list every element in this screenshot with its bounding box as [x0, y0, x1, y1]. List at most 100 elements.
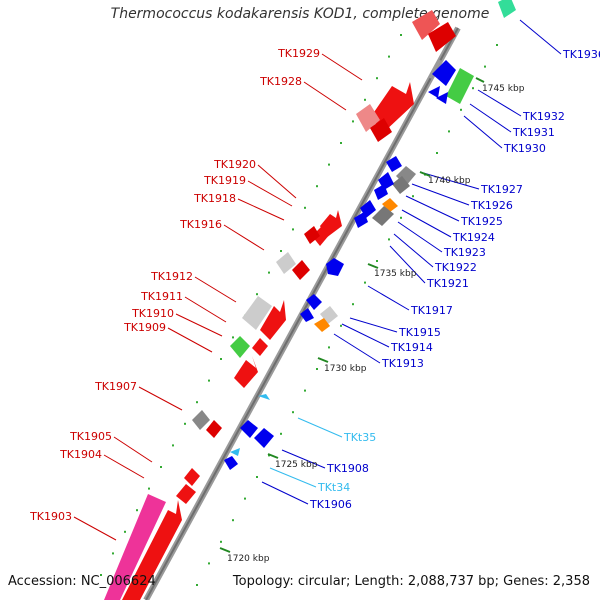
- kbp-label-4: 1725 kbp: [275, 460, 318, 470]
- topology-text: Topology: circular; Length: 2,088,737 bp…: [232, 574, 590, 589]
- gene-TKt35: [258, 394, 270, 400]
- gene-TK1928-red: [370, 118, 392, 142]
- leader-TK1921: [389, 245, 426, 284]
- leader-TK1925: [405, 195, 460, 222]
- label-TK1912: TK1912: [150, 270, 193, 283]
- kbp-tick-1: [419, 171, 431, 177]
- leader-TK1903: [73, 516, 117, 541]
- leader-TK1914: [341, 323, 390, 348]
- dot: [448, 130, 450, 133]
- leader-TK1922: [393, 233, 434, 268]
- gene-labels: TK1929 TK1928 TK1920 TK1919 TK1918 TK1916 TK19…: [29, 47, 600, 523]
- dot: [172, 444, 174, 447]
- label-TK1909: TK1909: [123, 321, 166, 334]
- dot: [292, 411, 294, 414]
- gene-TK1909: [234, 356, 258, 388]
- gene-TK1908-a: [240, 420, 258, 438]
- label-TK1911: TK1911: [140, 290, 183, 303]
- gene-TK1907-red: [206, 420, 222, 438]
- label-TK1936: TK1936: [562, 48, 600, 61]
- label-TK1915: TK1915: [398, 326, 441, 339]
- leader-TKt34: [269, 467, 317, 488]
- kbp-label-3: 1730 kbp: [324, 364, 367, 374]
- dot: [316, 368, 318, 370]
- dot: [268, 271, 270, 274]
- gene-TKt34: [230, 448, 240, 456]
- gene-TK1918: [304, 226, 320, 244]
- leader-TK1923: [397, 221, 443, 253]
- dot: [376, 260, 378, 262]
- gene-TK1931: [428, 86, 440, 98]
- label-TK1930: TK1930: [503, 142, 546, 155]
- leader-TK1928: [303, 81, 347, 111]
- leader-TK1917: [367, 285, 410, 311]
- dot: [208, 379, 210, 382]
- gene-TK1910-red: [252, 338, 268, 356]
- leader-TK1913: [333, 333, 381, 364]
- leader-TK1918: [237, 198, 285, 221]
- dot: [304, 389, 306, 392]
- label-TK1917: TK1917: [410, 304, 453, 317]
- dot: [436, 152, 438, 154]
- leader-TK1916: [223, 224, 265, 251]
- dot: [484, 65, 486, 68]
- gene-TK1904: [184, 468, 200, 486]
- kbp-tick-5: [219, 547, 231, 553]
- gene-TK1915-blue: [306, 294, 322, 310]
- kbp-label-5: 1720 kbp: [227, 554, 270, 564]
- kbp-tick-3: [317, 357, 329, 363]
- dot: [328, 163, 330, 166]
- label-TK1924: TK1924: [452, 231, 495, 244]
- accession-text: Accession: NC_006624: [8, 574, 156, 589]
- dot: [304, 206, 306, 209]
- gene-TK1916-red: [292, 260, 310, 280]
- dot: [364, 98, 366, 101]
- dot: [232, 336, 234, 339]
- gene-TK1912: [242, 296, 272, 330]
- label-TK1922: TK1922: [434, 261, 477, 274]
- gene-TK1917: [326, 258, 344, 276]
- dot: [208, 562, 210, 565]
- label-TK1906: TK1906: [309, 498, 352, 511]
- leader-TK1906: [261, 481, 309, 505]
- dot: [112, 552, 114, 555]
- label-TK1927: TK1927: [480, 183, 523, 196]
- leader-TK1910: [175, 313, 223, 337]
- dot: [388, 238, 390, 241]
- dot: [100, 574, 102, 576]
- label-TK1929: TK1929: [277, 47, 320, 60]
- gene-TK1905: [176, 484, 196, 504]
- gene-TK1928-pink: [356, 104, 380, 132]
- dot: [256, 476, 258, 478]
- dot: [280, 432, 282, 435]
- label-TK1926: TK1926: [470, 199, 513, 212]
- gene-TK1936: [498, 0, 516, 18]
- leader-TK1929: [321, 53, 363, 81]
- gene-TK1927-blue: [386, 156, 402, 172]
- label-TK1919: TK1919: [203, 174, 246, 187]
- leader-TK1930: [463, 115, 503, 149]
- gene-TK1906: [224, 456, 238, 470]
- kbp-tick-2: [367, 263, 379, 269]
- label-TK1914: TK1914: [390, 341, 433, 354]
- label-TK1904: TK1904: [59, 448, 102, 461]
- dot: [160, 466, 162, 468]
- kbp-tick-4: [267, 453, 279, 459]
- leader-TK1920: [257, 164, 297, 199]
- gene-TK1907-grey: [192, 410, 210, 430]
- leader-TK1904: [103, 454, 145, 479]
- dot: [400, 34, 402, 36]
- gene-TK1923-grey: [372, 206, 394, 226]
- leader-TK1919: [247, 180, 293, 207]
- label-TKt35: TKt35: [343, 431, 376, 444]
- dot: [340, 324, 342, 327]
- dot: [352, 120, 354, 123]
- dot: [280, 250, 282, 252]
- dot: [472, 87, 474, 90]
- gene-TK1925-blue: [374, 184, 388, 200]
- label-TK1931: TK1931: [512, 126, 555, 139]
- dot: [340, 142, 342, 144]
- kbp-label-1: 1740 kbp: [428, 176, 471, 186]
- gene-TK1929-block: [412, 10, 456, 52]
- leader-TK1924: [401, 209, 452, 238]
